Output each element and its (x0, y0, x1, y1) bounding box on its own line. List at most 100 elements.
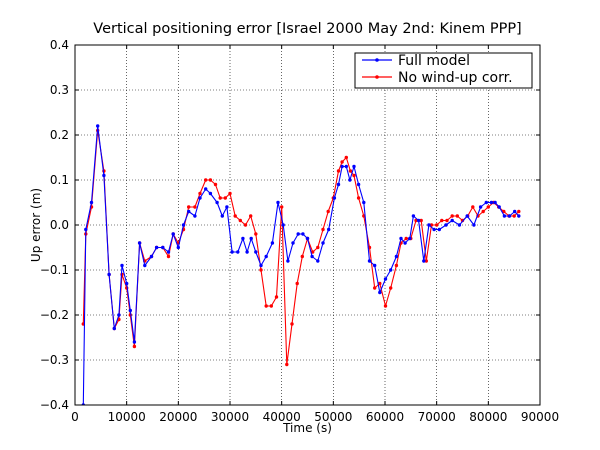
data-point-full-model (348, 178, 352, 182)
data-point-full-model (264, 254, 268, 259)
data-point-no-wind-up-corr (290, 322, 294, 326)
data-point-no-wind-up-corr (233, 214, 237, 218)
data-point-no-wind-up-corr (238, 218, 242, 223)
data-point-full-model (489, 200, 494, 205)
data-point-no-wind-up-corr (223, 196, 227, 200)
data-point-full-model (117, 313, 121, 317)
y-tick-label: 0.0 (50, 218, 69, 232)
data-point-full-model (286, 259, 290, 263)
data-point-no-wind-up-corr (336, 169, 341, 173)
legend-label-no-wind-up: No wind-up corr. (398, 70, 513, 86)
chart-title: Vertical positioning error [Israel 2000 … (93, 21, 521, 37)
data-point-no-wind-up-corr (512, 214, 516, 218)
legend-box (354, 52, 533, 89)
data-point-full-model (236, 250, 240, 254)
y-tick-label: 0.3 (50, 83, 69, 97)
data-point-full-model (241, 236, 245, 241)
x-tick-label: 70000 (418, 410, 456, 424)
data-point-full-model (125, 281, 129, 286)
legend-label-full-model: Full model (398, 53, 470, 69)
data-point-no-wind-up-corr (404, 236, 408, 241)
x-tick-label: 80000 (469, 410, 507, 424)
data-point-full-model (472, 223, 476, 227)
data-point-full-model (457, 223, 462, 227)
data-point-full-model (389, 268, 393, 272)
x-tick-label: 60000 (366, 410, 404, 424)
x-tick-label: 30000 (211, 410, 249, 424)
data-point-full-model (378, 290, 382, 295)
data-point-full-model (181, 223, 186, 227)
data-point-no-wind-up-corr (455, 214, 459, 218)
data-point-no-wind-up-corr (193, 205, 197, 209)
data-point-full-model (254, 250, 258, 254)
y-tick-label: −0.4 (40, 398, 69, 412)
data-point-no-wind-up-corr (321, 227, 325, 232)
data-point-full-model (493, 200, 497, 205)
data-point-full-model (517, 214, 521, 218)
data-point-full-model (137, 241, 142, 245)
data-point-no-wind-up-corr (300, 254, 304, 259)
data-point-full-model (465, 214, 469, 218)
data-point-full-model (336, 182, 341, 187)
data-point-no-wind-up-corr (187, 205, 191, 209)
data-point-full-model (166, 250, 171, 254)
data-point-no-wind-up-corr (348, 169, 353, 173)
data-point-full-model (296, 232, 300, 236)
data-point-no-wind-up-corr (440, 218, 444, 223)
data-point-full-model (281, 223, 285, 227)
data-point-full-model (89, 200, 94, 205)
data-point-full-model (484, 200, 488, 205)
data-point-full-model (310, 254, 314, 259)
data-point-full-model (291, 241, 295, 245)
y-tick-label: 0.4 (50, 38, 69, 52)
data-point-full-model (84, 227, 88, 232)
data-point-no-wind-up-corr (204, 178, 208, 182)
data-point-no-wind-up-corr (445, 218, 449, 223)
data-point-no-wind-up-corr (198, 191, 202, 196)
ticks: 0 10000 20000 30000 40000 50000 60000 70000 8000… (40, 38, 559, 424)
data-point-no-wind-up-corr (486, 205, 490, 209)
data-point-full-model (408, 236, 412, 241)
data-point-full-model (301, 232, 305, 236)
data-point-full-model (143, 263, 147, 268)
data-point-no-wind-up-corr (424, 259, 428, 263)
data-point-no-wind-up-corr (218, 196, 222, 200)
data-point-full-model (444, 223, 448, 227)
data-point-full-model (154, 245, 159, 250)
data-point-full-model (208, 191, 213, 196)
data-point-full-model (204, 187, 208, 191)
x-tick-label: 10000 (108, 410, 146, 424)
data-point-full-model (437, 227, 441, 232)
data-point-no-wind-up-corr (517, 209, 521, 214)
data-point-no-wind-up-corr (295, 281, 299, 286)
data-point-full-model (305, 236, 310, 241)
data-point-full-model (321, 241, 325, 245)
data-point-no-wind-up-corr (378, 281, 382, 286)
data-point-full-model (340, 164, 344, 169)
data-point-full-model (128, 308, 132, 313)
legend-marker-no-wind-up (375, 75, 379, 79)
data-point-full-model (327, 227, 331, 232)
data-point-full-model (432, 227, 436, 232)
x-tick-label: 0 (71, 410, 79, 424)
data-point-no-wind-up-corr (264, 304, 268, 308)
data-point-full-model (176, 245, 180, 250)
data-point-full-model (102, 173, 106, 178)
data-point-no-wind-up-corr (274, 295, 279, 299)
data-point-no-wind-up-corr (285, 362, 289, 367)
data-point-full-model (270, 241, 275, 245)
y-tick-label: 0.2 (50, 128, 69, 142)
data-point-no-wind-up-corr (394, 263, 399, 268)
data-point-full-model (344, 164, 348, 169)
legend-marker-full-model (375, 58, 379, 62)
data-point-full-model (96, 124, 100, 128)
data-point-full-model (220, 214, 224, 218)
x-tick-label: 40000 (263, 410, 301, 424)
data-point-full-model (362, 200, 366, 205)
data-point-full-model (427, 223, 431, 227)
data-point-full-model (411, 214, 416, 218)
data-point-full-model (399, 236, 403, 241)
data-point-full-model (422, 259, 426, 263)
